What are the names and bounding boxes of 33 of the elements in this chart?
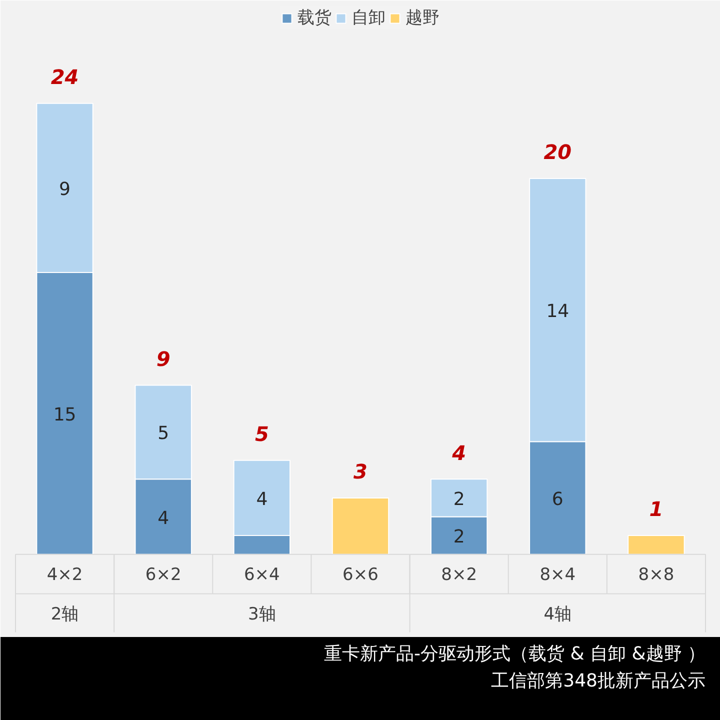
total-label: 20 bbox=[544, 140, 572, 164]
data-label: 2 bbox=[453, 488, 465, 510]
bar bbox=[332, 497, 390, 555]
text: 2轴 bbox=[50, 604, 79, 624]
total-label: 4 bbox=[451, 440, 466, 465]
total-label: 24 bbox=[50, 64, 79, 89]
x-tick-label: 6×6 bbox=[342, 565, 378, 585]
data-label: 14 bbox=[546, 301, 570, 322]
data-label: 4 bbox=[158, 508, 170, 529]
x-tick-label: 8×2 bbox=[441, 565, 478, 585]
x-tick-label: 8×8 bbox=[638, 565, 674, 585]
total-label: 9 bbox=[156, 346, 170, 371]
data-label: 5 bbox=[158, 423, 170, 444]
data-label: 2 bbox=[453, 526, 465, 548]
legend-label: 载货 bbox=[298, 7, 332, 29]
bar bbox=[628, 535, 685, 555]
data-label: 4 bbox=[256, 488, 268, 510]
data-label: 9 bbox=[59, 178, 71, 200]
legend-label: 自卸 bbox=[352, 7, 386, 29]
data-label: 6 bbox=[552, 488, 564, 510]
total-label: 5 bbox=[254, 422, 269, 446]
x-tick-label: 8×4 bbox=[540, 565, 576, 585]
total-label: 3 bbox=[354, 460, 368, 484]
text: 4轴 bbox=[544, 604, 572, 624]
x-tick-label: 6×2 bbox=[145, 565, 182, 585]
total-label: 1 bbox=[649, 497, 664, 522]
text: 工信部第348批新产品公示 bbox=[491, 670, 706, 692]
x-tick-label: 6×4 bbox=[244, 565, 280, 585]
text: 3轴 bbox=[248, 604, 276, 624]
data-label: 15 bbox=[53, 404, 76, 426]
legend-label: 越野 bbox=[406, 7, 440, 29]
text: 重卡新产品-分驱动形式（载货 & 自卸 &越野 ） bbox=[324, 643, 706, 664]
x-tick-label: 4×2 bbox=[46, 565, 83, 585]
